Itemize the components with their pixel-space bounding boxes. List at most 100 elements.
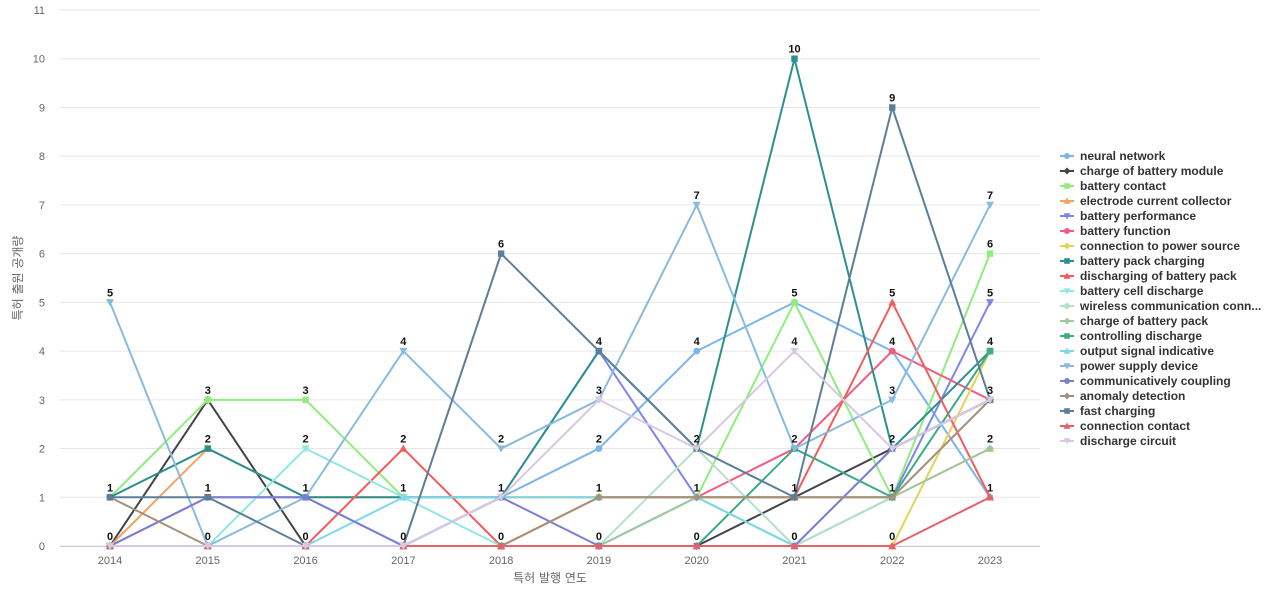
data-point[interactable] xyxy=(986,444,995,453)
data-point[interactable] xyxy=(986,299,995,307)
legend-marker-icon[interactable] xyxy=(1063,288,1071,295)
legend-item-communicatively-coupling[interactable]: communicatively coupling xyxy=(1060,374,1231,388)
data-point[interactable] xyxy=(594,493,603,502)
series-battery-contact[interactable] xyxy=(106,250,994,501)
data-point[interactable] xyxy=(106,299,114,307)
legend-marker-icon[interactable] xyxy=(1063,213,1071,220)
data-point[interactable] xyxy=(692,542,701,550)
data-point[interactable] xyxy=(888,396,897,404)
legend-item-electrode-current-collector[interactable]: electrode current collector xyxy=(1060,194,1232,208)
data-point[interactable] xyxy=(399,444,408,452)
data-point[interactable] xyxy=(497,542,506,550)
legend-item-battery-cell-discharge[interactable]: battery cell discharge xyxy=(1060,284,1204,298)
data-point[interactable] xyxy=(790,347,799,356)
data-point[interactable] xyxy=(986,396,995,404)
data-label: 1 xyxy=(107,482,113,494)
legend-marker-icon[interactable] xyxy=(1064,153,1070,159)
data-point[interactable] xyxy=(888,542,897,550)
legend-item-controlling-discharge[interactable]: controlling discharge xyxy=(1060,329,1202,343)
legend-item-connection-contact[interactable]: connection contact xyxy=(1060,419,1190,433)
x-tick-label: 2019 xyxy=(587,555,611,567)
data-point[interactable] xyxy=(204,494,211,501)
legend-marker-icon[interactable] xyxy=(1064,303,1070,309)
data-point[interactable] xyxy=(594,396,603,404)
legend-marker-icon[interactable] xyxy=(1064,333,1070,339)
data-point[interactable] xyxy=(595,347,603,355)
legend-marker-icon[interactable] xyxy=(1063,422,1071,429)
series-line[interactable] xyxy=(109,57,991,499)
legend-item-battery-performance[interactable]: battery performance xyxy=(1060,209,1196,223)
legend-marker-icon[interactable] xyxy=(1064,408,1070,414)
legend-item-discharging-of-battery-pack[interactable]: discharging of battery pack xyxy=(1060,269,1237,283)
data-point[interactable] xyxy=(302,493,309,501)
data-point[interactable] xyxy=(497,250,505,257)
data-point[interactable] xyxy=(203,542,212,550)
data-point[interactable] xyxy=(986,250,994,257)
data-point[interactable] xyxy=(790,445,799,453)
data-point[interactable] xyxy=(791,299,798,306)
data-point[interactable] xyxy=(888,298,897,306)
legend-item-fast-charging[interactable]: fast charging xyxy=(1060,404,1155,418)
data-point[interactable] xyxy=(497,494,506,502)
data-point[interactable] xyxy=(595,445,603,452)
legend-item-battery-pack-charging[interactable]: battery pack charging xyxy=(1060,254,1205,268)
data-point[interactable] xyxy=(791,494,798,501)
legend-item-connection-to-power-source[interactable]: connection to power source xyxy=(1060,239,1240,253)
legend-marker-icon[interactable] xyxy=(1063,272,1071,279)
data-point[interactable] xyxy=(888,493,897,502)
legend-marker-icon[interactable] xyxy=(1064,183,1070,189)
legend-item-discharge-circuit[interactable]: discharge circuit xyxy=(1060,434,1176,448)
legend-item-anomaly-detection[interactable]: anomaly detection xyxy=(1060,389,1185,403)
data-point[interactable] xyxy=(889,104,896,111)
legend-item-battery-contact[interactable]: battery contact xyxy=(1060,179,1166,193)
data-point[interactable] xyxy=(204,445,211,452)
series-line[interactable] xyxy=(109,203,991,547)
data-point[interactable] xyxy=(692,201,701,209)
legend-marker-icon[interactable] xyxy=(1064,378,1070,384)
data-point[interactable] xyxy=(986,347,994,355)
legend-item-output-signal-indicative[interactable]: output signal indicative xyxy=(1060,344,1214,358)
series-fast-charging[interactable] xyxy=(106,104,994,550)
series-discharge-circuit[interactable] xyxy=(106,347,995,550)
data-point[interactable] xyxy=(888,445,897,453)
data-point[interactable] xyxy=(106,542,114,550)
legend-item-neural-network[interactable]: neural network xyxy=(1060,149,1166,163)
series-line[interactable] xyxy=(109,253,991,499)
legend-marker-icon[interactable] xyxy=(1064,258,1070,264)
legend-marker-icon[interactable] xyxy=(1064,228,1070,234)
series-line[interactable] xyxy=(110,106,991,547)
legend-marker-icon[interactable] xyxy=(1063,197,1071,204)
data-point[interactable] xyxy=(692,493,701,502)
legend-marker-icon[interactable] xyxy=(1063,167,1071,175)
data-point[interactable] xyxy=(693,347,701,355)
legend-marker-icon[interactable] xyxy=(1063,363,1071,370)
data-point[interactable] xyxy=(204,396,211,404)
data-point[interactable] xyxy=(594,542,603,550)
data-point[interactable] xyxy=(106,494,114,501)
legend-item-battery-function[interactable]: battery function xyxy=(1060,224,1171,238)
data-point[interactable] xyxy=(497,445,506,453)
series-lines xyxy=(106,55,995,550)
data-point[interactable] xyxy=(986,201,995,209)
legend-marker-icon[interactable] xyxy=(1063,317,1071,325)
legend-item-power-supply-device[interactable]: power supply device xyxy=(1060,359,1198,373)
legend-marker-icon[interactable] xyxy=(1063,438,1071,445)
legend-item-wireless-communication-conn[interactable]: wireless communication conn... xyxy=(1060,299,1261,313)
legend-marker-icon[interactable] xyxy=(1063,392,1071,400)
data-point[interactable] xyxy=(399,493,408,501)
data-point[interactable] xyxy=(399,542,408,550)
data-point[interactable] xyxy=(986,493,995,501)
data-point[interactable] xyxy=(888,347,896,355)
legend-marker-icon[interactable] xyxy=(1063,242,1071,250)
data-point[interactable] xyxy=(791,55,798,62)
legend-marker-icon[interactable] xyxy=(1063,347,1071,354)
legend-item-charge-of-battery-pack[interactable]: charge of battery pack xyxy=(1060,314,1208,328)
legend-item-charge-of-battery-module[interactable]: charge of battery module xyxy=(1060,164,1224,178)
series-line[interactable] xyxy=(110,350,991,547)
data-point[interactable] xyxy=(302,396,309,404)
data-point[interactable] xyxy=(692,445,701,453)
data-point[interactable] xyxy=(301,445,310,453)
data-point[interactable] xyxy=(301,542,310,550)
data-point[interactable] xyxy=(790,542,799,550)
data-point[interactable] xyxy=(399,347,408,356)
